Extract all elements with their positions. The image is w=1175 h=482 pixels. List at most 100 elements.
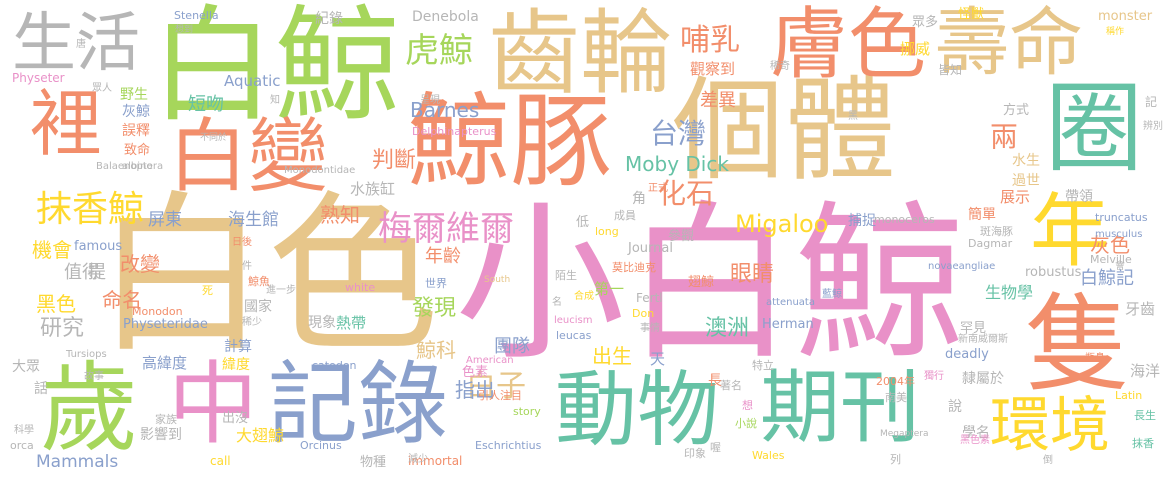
cloud-word: South <box>484 275 511 285</box>
cloud-word: 影響到 <box>140 427 182 443</box>
cloud-word: Journal <box>628 241 673 256</box>
cloud-word: 哺乳 <box>680 23 740 58</box>
cloud-word: monster <box>1098 9 1153 24</box>
cloud-word: 簡單 <box>968 207 996 223</box>
cloud-word: Monodon <box>132 305 183 318</box>
cloud-word: 角 <box>632 191 646 207</box>
cloud-word: 研究 <box>40 316 85 341</box>
cloud-word: Latin <box>1115 389 1143 402</box>
cloud-word: 紀錄 <box>315 11 343 27</box>
cloud-word: 低 <box>576 215 590 230</box>
cloud-word: 膚色 <box>770 0 927 90</box>
cloud-word: Megaptera <box>880 429 929 439</box>
cloud-word: 圈 <box>1045 72 1144 186</box>
cloud-word: Delphinapterus <box>412 125 497 138</box>
cloud-word: 怪獸 <box>958 7 985 22</box>
cloud-word: 新南威爾斯 <box>958 334 1008 345</box>
cloud-word: 小說 <box>735 417 757 430</box>
cloud-word: 黑 <box>848 111 858 122</box>
cloud-word: Don <box>632 307 655 320</box>
cloud-word: orca <box>10 439 34 452</box>
cloud-word: Herman <box>762 317 814 332</box>
cloud-word: 歲 <box>40 352 139 466</box>
cloud-word: 大翅鯨 <box>236 426 285 445</box>
cloud-word: 隻 <box>1025 283 1131 406</box>
cloud-word: 隸屬於 <box>962 371 1004 387</box>
cloud-word: 現象 <box>308 315 336 331</box>
cloud-word: 團隊 <box>494 336 530 357</box>
cloud-word: 黑色 <box>36 292 76 316</box>
cloud-word: Orcinus <box>300 439 342 452</box>
cloud-word: 南美 <box>885 391 907 404</box>
cloud-word: 發現 <box>412 296 457 321</box>
cloud-word: 2004年 <box>876 375 915 388</box>
cloud-word: 抹香 <box>1132 437 1154 450</box>
cloud-word: Fertl <box>636 291 663 305</box>
cloud-word: 眾多 <box>912 15 939 30</box>
cloud-word: Migaloo <box>735 210 829 238</box>
cloud-word: 世界 <box>425 277 447 290</box>
cloud-word: 喔 <box>710 441 721 454</box>
cloud-word: 色素 <box>462 365 489 380</box>
cloud-word: 著名 <box>720 379 742 392</box>
cloud-word: Tursiops <box>66 349 107 360</box>
cloud-word: story <box>513 405 541 418</box>
cloud-word: 列 <box>890 453 901 466</box>
cloud-word: 參觀 <box>668 229 695 244</box>
cloud-word: 家族 <box>155 413 177 426</box>
cloud-word: 化石 <box>658 177 715 210</box>
cloud-word: 天 <box>650 350 666 368</box>
cloud-word: 第一 <box>594 280 625 298</box>
cloud-word: Eschrichtius <box>475 439 542 452</box>
cloud-word: 台灣 <box>650 117 707 150</box>
cloud-word: Aquatic <box>224 72 281 90</box>
cloud-word: 學名 <box>962 425 990 441</box>
cloud-word: 死 <box>202 284 213 297</box>
cloud-word: 誤釋 <box>122 123 150 139</box>
cloud-word: 提 <box>88 262 106 283</box>
cloud-word: 特立 <box>752 359 774 372</box>
cloud-word: American <box>466 355 514 366</box>
cloud-word: 環境 <box>990 391 1110 461</box>
cloud-word: truncatus <box>1095 211 1148 224</box>
cloud-word: 眾人 <box>92 83 112 94</box>
cloud-word: 動物 <box>555 363 720 458</box>
cloud-word: 話 <box>34 381 48 397</box>
cloud-word: leucism <box>554 315 593 326</box>
cloud-word: musculus <box>1095 229 1143 240</box>
cloud-word: 減少 <box>408 454 428 465</box>
cloud-word: 過世 <box>1012 173 1040 189</box>
cloud-word: 記 <box>1145 95 1158 109</box>
cloud-word: 黑色素 <box>960 435 990 446</box>
cloud-word: 熟知 <box>320 203 360 227</box>
cloud-word: 印象 <box>684 447 706 460</box>
cloud-word: 長 <box>708 373 722 389</box>
cloud-word: 差異 <box>700 90 736 111</box>
cloud-word: 斑海豚 <box>980 225 1013 238</box>
cloud-word: 鯨科 <box>416 338 456 362</box>
cloud-word: monoceros <box>874 213 935 226</box>
cloud-word: 名 <box>552 297 562 308</box>
cloud-word: 期刊 <box>760 361 920 454</box>
cloud-word: 緯度 <box>222 357 250 373</box>
cloud-word: 白鯨 <box>150 0 400 139</box>
cloud-word: 翅鯨 <box>688 275 715 290</box>
cloud-word: Wales <box>752 449 785 462</box>
cloud-word: long <box>595 225 619 238</box>
cloud-word: 壽命 <box>935 0 1083 86</box>
cloud-word: robustus <box>1025 265 1082 280</box>
cloud-word: 藍鯨 <box>822 289 842 300</box>
cloud-word: novaeangliae <box>928 261 996 272</box>
cloud-word: catodon <box>312 359 357 372</box>
cloud-word: 辨別 <box>1143 121 1163 132</box>
cloud-word: 呈現 <box>420 95 440 106</box>
cloud-word: Stenella <box>174 9 219 22</box>
cloud-word: call <box>210 454 231 468</box>
cloud-word: 說 <box>948 399 962 415</box>
cloud-word: 成員 <box>614 209 636 222</box>
cloud-word: 鯨魚 <box>248 275 270 288</box>
cloud-word: Melville <box>1090 253 1132 266</box>
cloud-word: 稀少 <box>242 317 262 328</box>
cloud-word: Balaenoptera <box>96 161 164 172</box>
